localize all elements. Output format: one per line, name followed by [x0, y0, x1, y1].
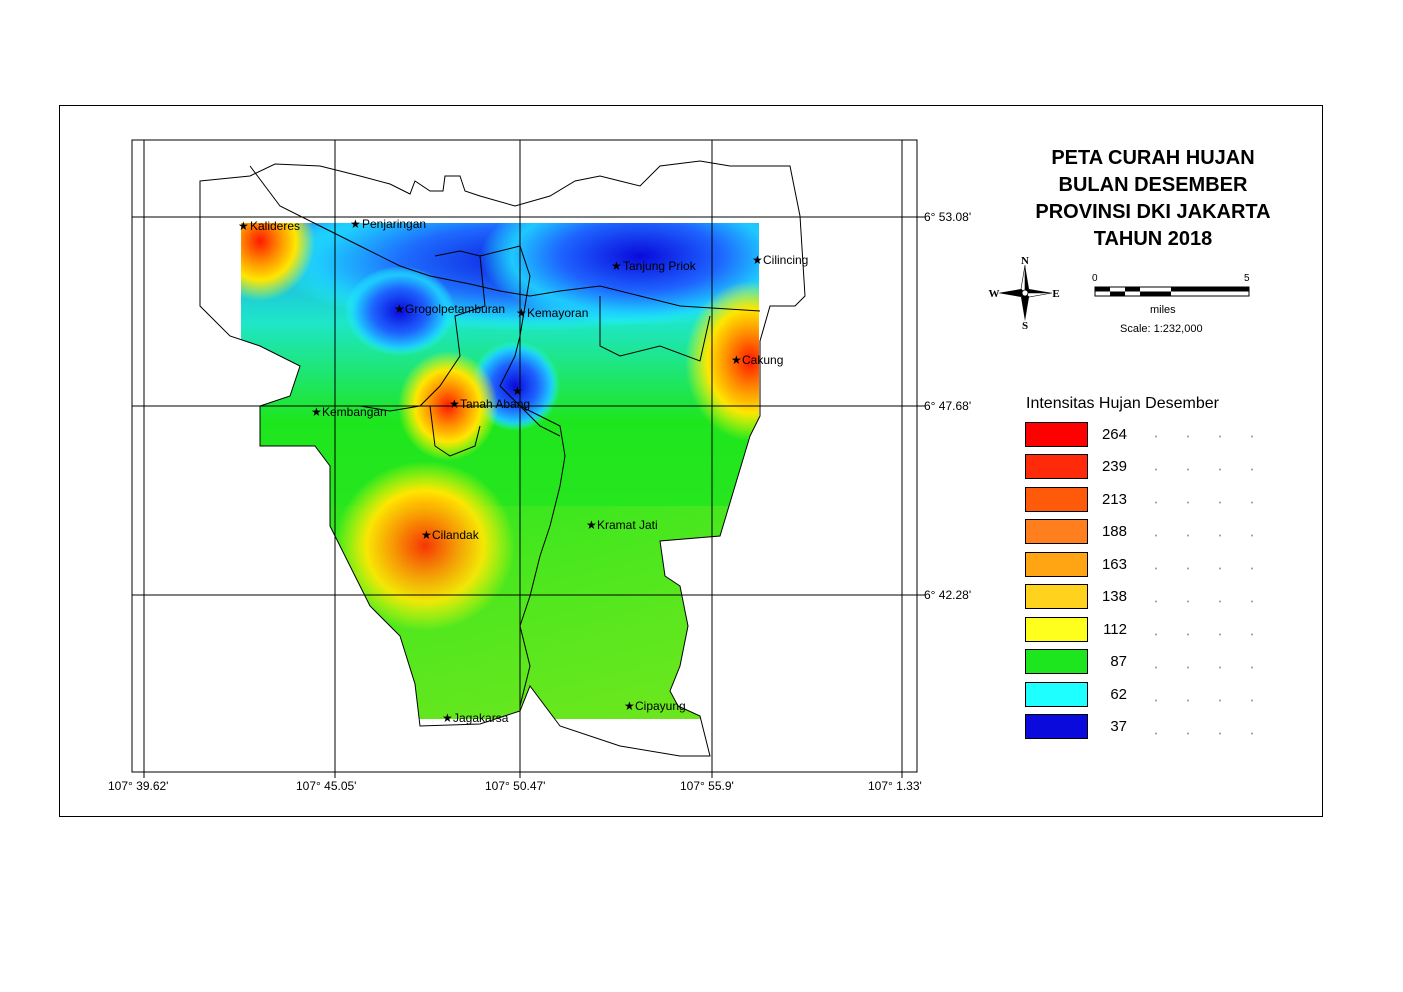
- place-grogolpetamburan: ★ Grogolpetamburan: [394, 302, 505, 316]
- place-markers: ★ Kalideres ★ Penjaringan ★ Tanjung Priok ★…: [238, 217, 808, 725]
- coastline: [249, 165, 761, 312]
- legend-swatch: [1025, 649, 1088, 674]
- legend-swatch: [1025, 714, 1088, 739]
- svg-text:★: ★: [311, 405, 322, 419]
- place-kalideres: ★ Kalideres: [238, 219, 300, 233]
- svg-text:★: ★: [238, 219, 249, 233]
- svg-text:107° 45.05': 107° 45.05': [296, 779, 356, 793]
- scale-bar: 0 5 miles Scale: 1:232,000: [1092, 273, 1250, 335]
- title-line-4: TAHUN 2018: [1093, 228, 1213, 250]
- legend-swatch: [1025, 584, 1088, 609]
- svg-text:Tanjung Priok: Tanjung Priok: [623, 259, 697, 273]
- legend-swatch: [1025, 454, 1088, 479]
- svg-text:Kramat Jati: Kramat Jati: [597, 518, 658, 532]
- svg-text:Cilincing: Cilincing: [763, 253, 808, 267]
- svg-text:★: ★: [731, 353, 742, 367]
- svg-text:★: ★: [752, 253, 763, 267]
- svg-text:Cilandak: Cilandak: [432, 528, 480, 542]
- legend-swatch: [1025, 617, 1088, 642]
- north-arrow-compass-icon: N S W E: [989, 255, 1060, 332]
- longitude-labels: 107° 39.62' 107° 45.05' 107° 50.47' 107°…: [108, 779, 922, 793]
- svg-text:★: ★: [611, 259, 622, 273]
- svg-text:Penjaringan: Penjaringan: [362, 217, 426, 231]
- svg-text:Kembangan: Kembangan: [322, 405, 387, 419]
- place-jagakarsa: ★ Jagakarsa: [442, 711, 509, 725]
- rainfall-map: ★ Kalideres ★ Penjaringan ★ Tanjung Priok ★…: [108, 139, 971, 793]
- legend-swatch: [1025, 552, 1088, 577]
- svg-text:Kalideres: Kalideres: [250, 219, 300, 233]
- legend-item-138: 138: [1025, 584, 1275, 610]
- svg-text:Cipayung: Cipayung: [635, 699, 686, 713]
- place-tanah-abang: ★ ★ Tanah Abang: [449, 384, 530, 411]
- map-title: PETA CURAH HUJAN BULAN DESEMBER PROVINSI…: [988, 145, 1318, 253]
- latitude-labels: 6° 53.08' 6° 47.68' 6° 42.28': [924, 210, 971, 602]
- svg-text:107° 55.9': 107° 55.9': [680, 779, 734, 793]
- district-boundaries: [199, 160, 806, 757]
- svg-text:★: ★: [394, 302, 405, 316]
- svg-text:★: ★: [350, 217, 361, 231]
- svg-text:S: S: [1022, 320, 1028, 332]
- legend-swatch: [1025, 422, 1088, 447]
- svg-text:★: ★: [421, 528, 432, 542]
- svg-text:★: ★: [516, 306, 527, 320]
- place-kembangan: ★ Kembangan: [311, 405, 387, 419]
- svg-text:Kemayoran: Kemayoran: [527, 306, 588, 320]
- place-cipayung: ★ Cipayung: [624, 699, 686, 713]
- province-outline: [199, 160, 806, 757]
- title-line-2: BULAN DESEMBER: [1058, 174, 1248, 196]
- legend-item-62: 62: [1025, 682, 1275, 708]
- legend-item-87: 87: [1025, 649, 1275, 675]
- svg-text:6° 47.68': 6° 47.68': [924, 399, 971, 413]
- svg-text:Cakung: Cakung: [742, 353, 783, 367]
- svg-text:★: ★: [442, 711, 453, 725]
- title-line-3: PROVINSI DKI JAKARTA: [1035, 201, 1271, 223]
- svg-text:107° 1.33': 107° 1.33': [868, 779, 922, 793]
- svg-text:Tanah Abang: Tanah Abang: [460, 397, 530, 411]
- rainfall-raster: [241, 223, 759, 719]
- title-line-1: PETA CURAH HUJAN: [1051, 147, 1255, 169]
- svg-text:W: W: [989, 288, 1000, 300]
- svg-text:107° 50.47': 107° 50.47': [485, 779, 545, 793]
- svg-text:★: ★: [586, 518, 597, 532]
- place-cakung: ★ Cakung: [731, 353, 783, 367]
- svg-text:★: ★: [512, 384, 523, 398]
- legend-swatch: [1025, 682, 1088, 707]
- legend-swatch: [1025, 519, 1088, 544]
- legend-item-163: 163: [1025, 552, 1275, 578]
- legend-item-112: 112: [1025, 617, 1275, 643]
- graticule: [131, 139, 925, 778]
- svg-text:★: ★: [624, 699, 635, 713]
- legend-item-188: 188: [1025, 519, 1275, 545]
- svg-text:E: E: [1052, 288, 1059, 300]
- svg-text:N: N: [1021, 255, 1029, 267]
- place-kemayoran: ★ Kemayoran: [516, 306, 588, 320]
- place-cilandak: ★ Cilandak: [421, 528, 480, 542]
- legend-title: Intensitas Hujan Desember: [1026, 395, 1219, 412]
- svg-text:Jagakarsa: Jagakarsa: [453, 711, 509, 725]
- place-kramat-jati: ★ Kramat Jati: [586, 518, 658, 532]
- scale-bar-graphic: [1094, 286, 1250, 297]
- place-penjaringan: ★ Penjaringan: [350, 217, 426, 231]
- legend-item-239: 239: [1025, 454, 1275, 480]
- svg-text:6° 42.28': 6° 42.28': [924, 588, 971, 602]
- svg-text:Grogolpetamburan: Grogolpetamburan: [405, 302, 505, 316]
- place-tanjung-priok: ★ Tanjung Priok: [611, 259, 697, 273]
- place-cilincing: ★ Cilincing: [752, 253, 808, 267]
- map-layout-frame: ★ Kalideres ★ Penjaringan ★ Tanjung Priok ★…: [59, 105, 1323, 817]
- legend: Intensitas Hujan Desember 264 239 213 18…: [1022, 390, 1282, 750]
- svg-text:107° 39.62': 107° 39.62': [108, 779, 168, 793]
- svg-text:★: ★: [449, 397, 460, 411]
- svg-text:6° 53.08': 6° 53.08': [924, 210, 971, 224]
- legend-dot-pattern: [1140, 420, 1280, 740]
- legend-item-37: 37: [1025, 714, 1275, 740]
- legend-item-213: 213: [1025, 487, 1275, 513]
- legend-swatch: [1025, 487, 1088, 512]
- legend-item-264: 264: [1025, 422, 1275, 448]
